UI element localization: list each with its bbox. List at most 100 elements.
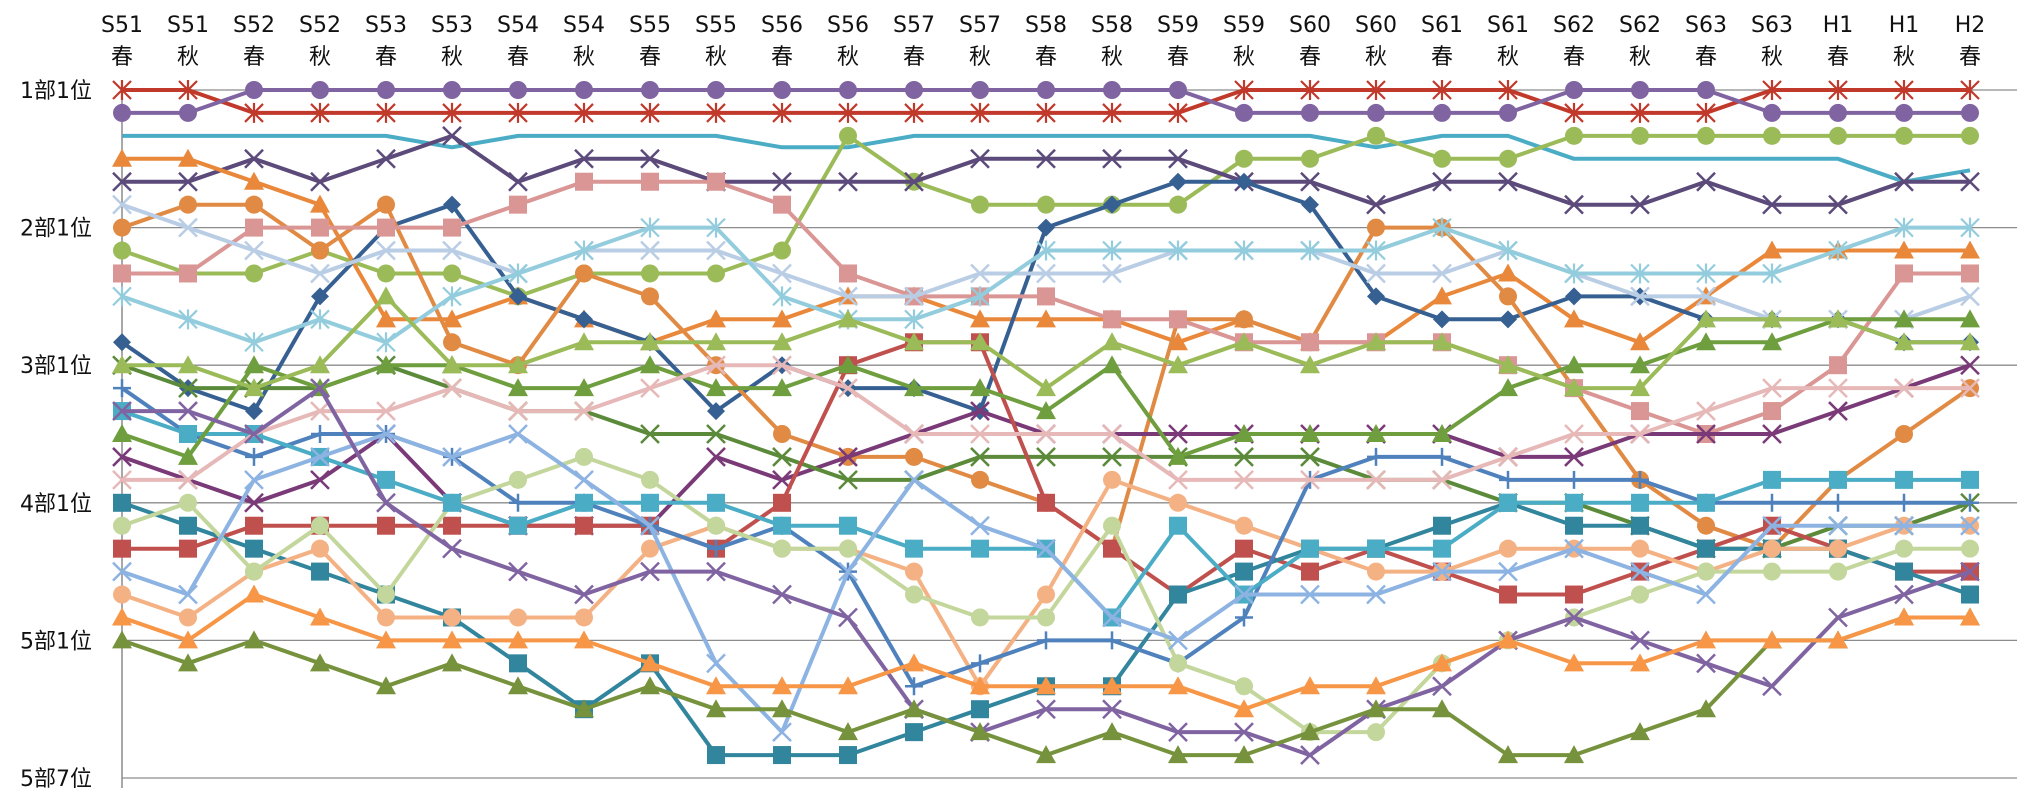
data-point [244, 424, 264, 444]
data-point [1102, 676, 1122, 695]
data-point [575, 608, 593, 627]
data-point [1036, 699, 1056, 720]
x-tick-label-era: S59 [1223, 13, 1265, 38]
data-point [1300, 745, 1320, 765]
data-point [1432, 561, 1452, 582]
data-point [707, 264, 725, 283]
data-point [772, 355, 792, 376]
data-point [706, 355, 726, 376]
x-tick-label-era: S59 [1157, 13, 1199, 38]
data-point [244, 102, 264, 123]
data-point [1168, 446, 1188, 465]
data-point [1498, 355, 1518, 374]
data-point [1696, 584, 1716, 605]
data-point [1696, 309, 1716, 328]
data-point [1564, 309, 1584, 328]
data-point [376, 355, 396, 374]
data-point [1367, 447, 1385, 466]
data-point [1102, 148, 1122, 169]
data-point [1895, 126, 1913, 145]
data-point [574, 584, 594, 605]
x-tick-label-season: 秋 [705, 45, 727, 70]
data-point [1894, 217, 1914, 238]
data-point [1828, 309, 1848, 328]
data-point [112, 148, 132, 167]
data-point [178, 653, 198, 672]
x-tick-label-season: 春 [1167, 45, 1189, 70]
data-point [1564, 447, 1584, 467]
data-point [1894, 515, 1914, 536]
x-tick-label-era: S63 [1751, 13, 1793, 38]
data-point [1499, 149, 1517, 168]
data-point [1630, 286, 1650, 307]
data-point [839, 126, 857, 145]
data-point [179, 264, 197, 283]
data-point [641, 470, 659, 489]
series-line [122, 133, 1970, 207]
y-tick-label: 5部1位 [20, 629, 92, 654]
data-point [112, 469, 132, 490]
data-point [1960, 286, 1980, 307]
data-point [113, 264, 131, 283]
data-point [112, 447, 132, 467]
data-point [178, 217, 198, 238]
data-point [1697, 539, 1715, 558]
series-11 [112, 217, 1980, 353]
data-point [1960, 171, 1980, 192]
data-point [1366, 469, 1386, 490]
data-point [574, 469, 594, 490]
data-point [311, 81, 329, 99]
data-point [1894, 171, 1914, 192]
data-point [1168, 424, 1188, 444]
data-point [1168, 722, 1188, 743]
data-point [1036, 447, 1056, 467]
data-point [376, 492, 396, 513]
data-point [442, 355, 462, 374]
data-point [575, 172, 593, 191]
data-point [179, 516, 197, 535]
data-point [1432, 469, 1452, 490]
data-point [1301, 195, 1319, 214]
data-point [1565, 81, 1583, 99]
data-point [508, 676, 528, 695]
data-point [1301, 539, 1319, 558]
data-point [1895, 562, 1913, 581]
x-tick-label-season: 春 [639, 45, 661, 70]
data-point [1169, 654, 1187, 673]
data-point [838, 676, 858, 695]
data-point [178, 630, 198, 649]
data-point [1103, 310, 1121, 329]
data-point [707, 516, 725, 535]
data-point [641, 287, 659, 306]
data-point [311, 287, 329, 306]
x-tick-label-season: 秋 [1629, 45, 1651, 70]
data-point [1895, 539, 1913, 558]
data-point [838, 469, 858, 490]
data-point [839, 81, 857, 99]
data-point [839, 746, 857, 765]
data-point [772, 722, 792, 743]
data-point [706, 332, 726, 351]
data-point [509, 470, 527, 489]
data-point [1895, 264, 1913, 283]
data-point [1367, 103, 1385, 122]
x-tick-label-season: 秋 [177, 45, 199, 70]
data-point [113, 516, 131, 535]
data-point [707, 746, 725, 765]
data-point [1301, 333, 1319, 352]
data-point [1631, 81, 1649, 99]
data-point [1102, 102, 1122, 123]
data-point [1235, 562, 1253, 581]
data-point [376, 401, 396, 421]
data-point [1960, 240, 1980, 259]
data-point [178, 378, 198, 399]
data-point [904, 286, 924, 307]
x-tick-label-season: 秋 [837, 45, 859, 70]
data-point [1763, 103, 1781, 122]
data-point [1499, 470, 1517, 489]
data-point [244, 378, 264, 397]
x-tick-label-season: 春 [903, 45, 925, 70]
data-point [773, 746, 791, 765]
x-tick-label-era: H1 [1889, 13, 1920, 38]
data-point [508, 102, 528, 123]
